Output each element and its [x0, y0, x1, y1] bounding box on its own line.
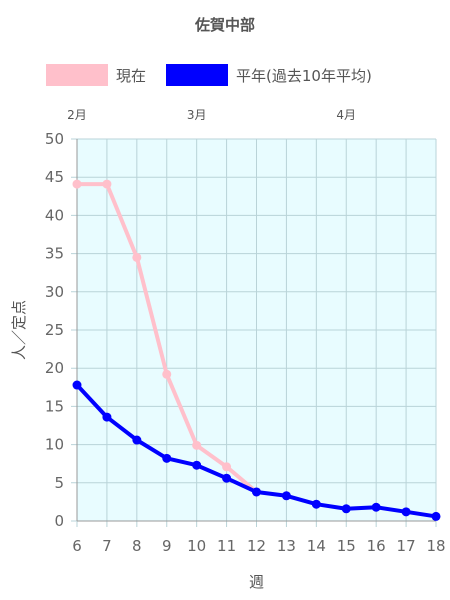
y-tick-label: 35 — [45, 245, 64, 263]
series-point-1 — [192, 460, 202, 470]
x-tick-label: 11 — [217, 537, 236, 555]
x-tick-label: 9 — [162, 537, 172, 555]
x-axis-title: 週 — [249, 573, 264, 591]
series-point-1 — [281, 491, 291, 501]
series-point-1 — [222, 473, 232, 483]
x-tick-label: 16 — [367, 537, 386, 555]
series-point-0 — [192, 440, 202, 450]
series-point-1 — [401, 507, 411, 517]
y-tick-label: 30 — [45, 283, 64, 301]
y-tick-label: 20 — [45, 359, 64, 377]
month-label: 4月 — [336, 108, 356, 122]
y-tick-label: 40 — [45, 206, 64, 224]
y-axis-title: 人／定点 — [10, 300, 28, 360]
x-tick-label: 7 — [102, 537, 112, 555]
series-point-1 — [72, 380, 82, 390]
legend-item-normal[interactable]: 平年(過去10年平均) — [166, 62, 372, 88]
series-point-1 — [311, 499, 321, 509]
y-tick-label: 0 — [54, 512, 64, 530]
series-point-1 — [431, 511, 441, 521]
legend-label-current: 現在 — [116, 66, 147, 85]
series-point-1 — [341, 504, 351, 514]
series-point-0 — [132, 252, 142, 262]
x-tick-label: 8 — [132, 537, 142, 555]
y-tick-label: 45 — [45, 168, 64, 186]
month-label: 2月 — [67, 108, 87, 122]
legend-item-current[interactable]: 現在 — [46, 62, 146, 88]
y-tick-label: 15 — [45, 397, 64, 415]
y-tick-label: 25 — [45, 321, 64, 339]
series-point-1 — [252, 487, 261, 497]
series-point-1 — [162, 453, 172, 463]
x-tick-label: 10 — [187, 537, 206, 555]
legend-swatch-normal — [166, 64, 228, 86]
x-tick-label: 12 — [247, 537, 266, 555]
y-tick-label: 5 — [54, 474, 64, 492]
x-tick-label: 15 — [337, 537, 356, 555]
legend-label-normal: 平年(過去10年平均) — [236, 66, 372, 85]
legend: 現在 平年(過去10年平均) — [0, 62, 450, 88]
x-tick-label: 14 — [307, 537, 326, 555]
series-point-0 — [72, 179, 82, 189]
series-point-0 — [222, 462, 232, 472]
y-tick-label: 10 — [45, 436, 64, 454]
series-point-1 — [132, 435, 142, 445]
legend-swatch-current — [46, 64, 108, 86]
series-point-0 — [102, 179, 112, 189]
month-label: 3月 — [187, 108, 207, 122]
chart-title: 佐賀中部 — [194, 16, 255, 34]
x-tick-label: 17 — [397, 537, 416, 555]
series-point-1 — [371, 502, 381, 512]
series-point-0 — [162, 369, 172, 379]
y-tick-label: 50 — [45, 130, 64, 148]
x-tick-label: 13 — [277, 537, 296, 555]
x-tick-label: 6 — [72, 537, 82, 555]
x-tick-label: 18 — [426, 537, 445, 555]
series-point-1 — [102, 412, 112, 422]
